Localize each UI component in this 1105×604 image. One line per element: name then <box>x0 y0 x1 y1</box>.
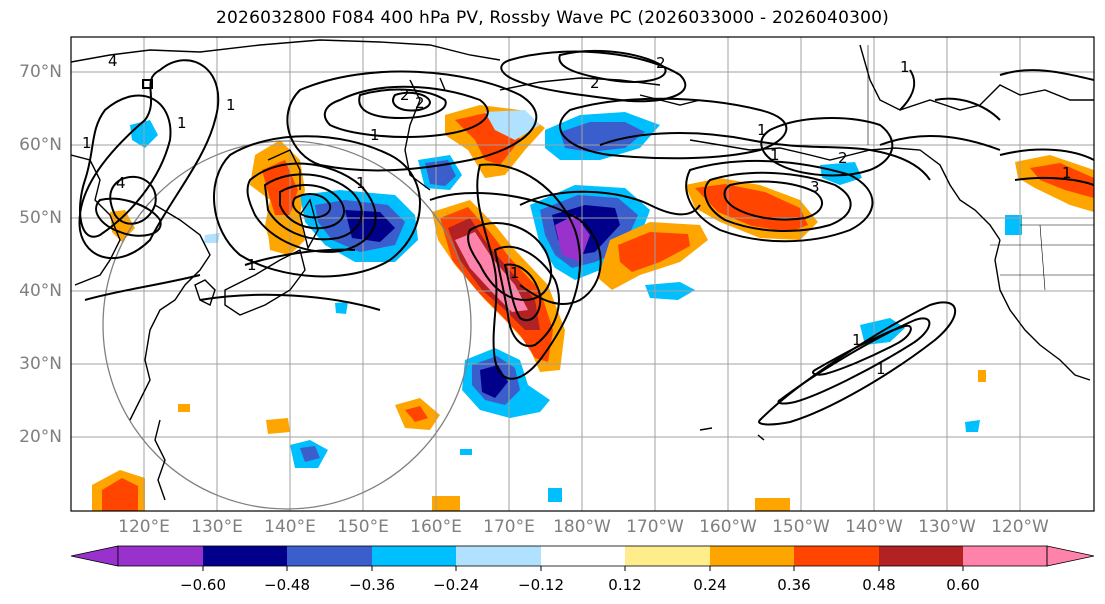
colorbar-tick: 0.48 <box>862 576 896 594</box>
lat-label-40n: 40°N <box>19 281 62 301</box>
svg-text:2: 2 <box>838 149 848 167</box>
svg-text:1: 1 <box>356 174 366 192</box>
colorbar-tick: 0.24 <box>693 576 727 594</box>
colorbar <box>70 545 1095 571</box>
svg-text:1: 1 <box>247 256 257 274</box>
lon-label-140w: 140°W <box>845 517 903 537</box>
colorbar-tick: 0.36 <box>777 576 811 594</box>
svg-text:2: 2 <box>400 86 410 104</box>
lon-label-180w: 180°W <box>553 517 611 537</box>
lon-label-120w: 120°W <box>991 517 1049 537</box>
svg-text:1: 1 <box>370 126 380 144</box>
lon-label-160w: 160°W <box>699 517 757 537</box>
colorbar-tick: −0.24 <box>433 576 479 594</box>
pv-contours <box>78 49 1094 426</box>
svg-text:1: 1 <box>226 96 236 114</box>
svg-text:4: 4 <box>116 174 126 192</box>
svg-text:2: 2 <box>590 74 600 92</box>
lon-label-140e: 140°E <box>264 517 316 537</box>
colorbar-tick: −0.60 <box>180 576 226 594</box>
lat-label-20n: 20°N <box>19 427 62 447</box>
lon-label-130w: 130°W <box>918 517 976 537</box>
colorbar-extend-low <box>70 545 119 567</box>
map-title: 2026032800 F084 400 hPa PV, Rossby Wave … <box>216 8 889 28</box>
svg-text:4: 4 <box>108 52 118 70</box>
map-panel: 4 1 1 2 2 2 1 1 1 4 1 1 1 3 2 2 1 1 1 1 … <box>71 37 1094 511</box>
colorbar-extend-high <box>1046 545 1095 567</box>
lat-label-50n: 50°N <box>19 208 62 228</box>
svg-text:1: 1 <box>876 360 886 378</box>
colorbar-tick: −0.36 <box>349 576 395 594</box>
svg-text:1: 1 <box>1062 164 1072 182</box>
lon-label-160e: 160°E <box>410 517 462 537</box>
svg-text:2: 2 <box>415 94 425 112</box>
svg-text:1: 1 <box>757 121 767 139</box>
colorbar-tick: 0.12 <box>608 576 642 594</box>
svg-text:1: 1 <box>900 58 910 76</box>
colorbar-tick: 0.60 <box>946 576 980 594</box>
country-borders <box>867 45 1094 291</box>
lon-label-170e: 170°E <box>483 517 535 537</box>
svg-text:1: 1 <box>770 146 780 164</box>
colorbar-tick: −0.48 <box>264 576 310 594</box>
lat-label-70n: 70°N <box>19 62 62 82</box>
range-circle <box>102 140 472 510</box>
lon-label-150w: 150°W <box>772 517 830 537</box>
lon-label-150e: 150°E <box>337 517 389 537</box>
lon-label-170w: 170°W <box>626 517 684 537</box>
colorbar-tick: −0.12 <box>518 576 564 594</box>
lon-label-120e: 120°E <box>118 517 170 537</box>
lat-label-30n: 30°N <box>19 354 62 374</box>
lat-label-60n: 60°N <box>19 135 62 155</box>
svg-text:3: 3 <box>810 178 820 196</box>
map-gridlines <box>71 37 1094 511</box>
contour-labels: 4 1 1 2 2 2 1 1 1 4 1 1 1 3 2 2 1 1 1 1 … <box>82 52 1072 378</box>
svg-text:1: 1 <box>82 134 92 152</box>
svg-text:2: 2 <box>656 54 666 72</box>
svg-text:1: 1 <box>510 264 520 282</box>
svg-text:1: 1 <box>177 114 187 132</box>
map-frame <box>70 36 1095 512</box>
lon-label-130e: 130°E <box>191 517 243 537</box>
svg-text:1: 1 <box>852 331 862 349</box>
